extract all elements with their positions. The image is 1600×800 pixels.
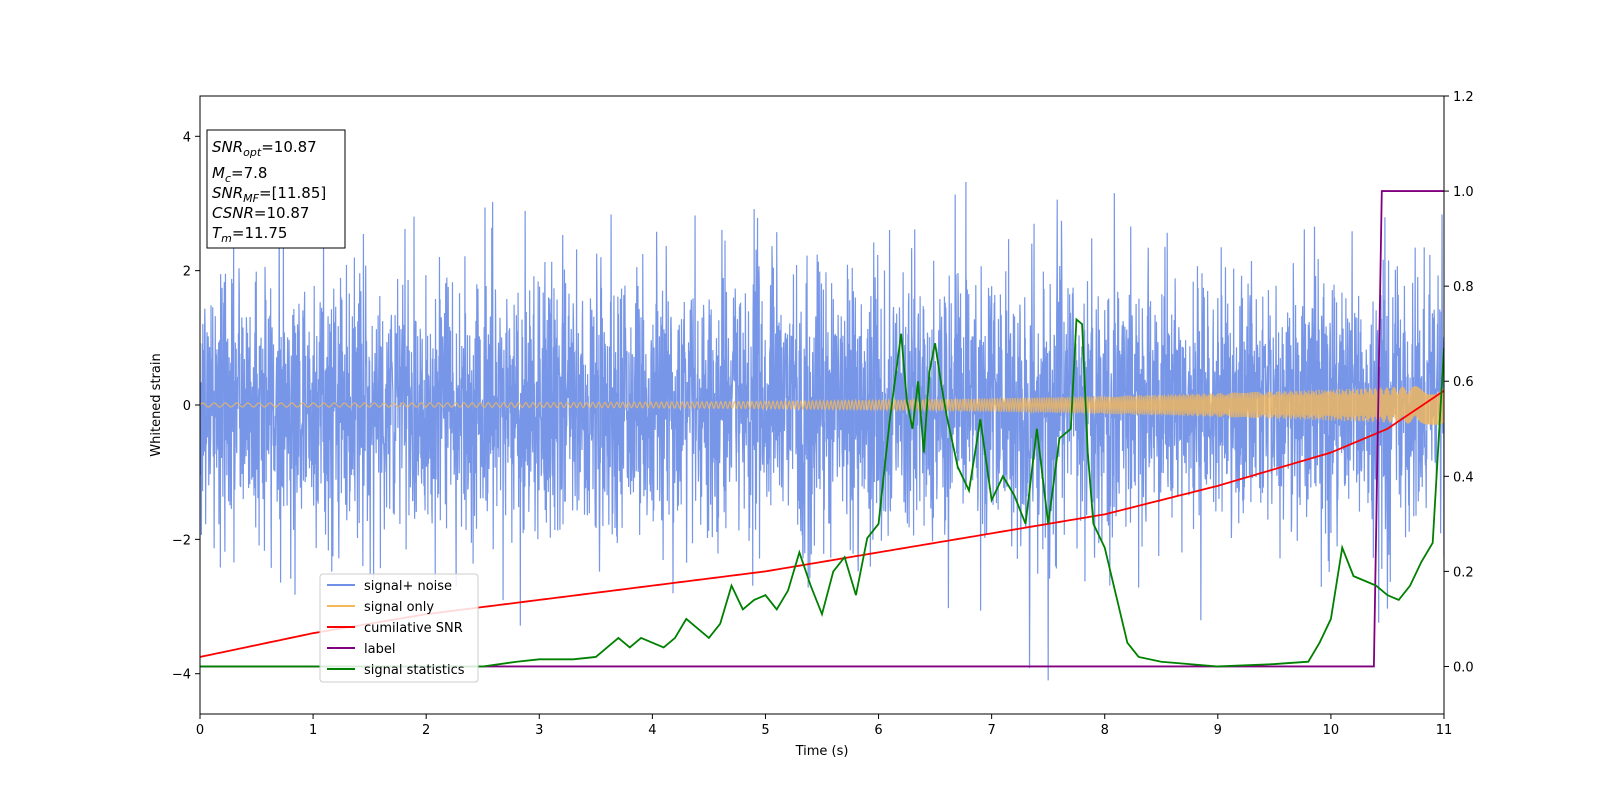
y2-tick-label: 0.6 bbox=[1453, 375, 1474, 390]
x-tick-label: 4 bbox=[648, 723, 656, 738]
series-signal-only bbox=[200, 386, 1444, 425]
series-signal-statistics bbox=[200, 317, 1444, 668]
y-tick-label: 4 bbox=[183, 130, 191, 145]
y-axis-label: Whitened strain bbox=[149, 353, 164, 456]
series-signal-noise bbox=[200, 182, 1444, 681]
legend: signal+ noise signal only cumilative SNR… bbox=[319, 573, 479, 683]
y2-tick-label: 1.2 bbox=[1453, 90, 1474, 105]
legend-label-signal-statistics: signal statistics bbox=[364, 663, 465, 678]
annotation-snr-mf: SNRMF=[11.85] bbox=[212, 184, 326, 205]
x-tick-label: 3 bbox=[535, 723, 543, 738]
x-tick-label: 8 bbox=[1101, 723, 1109, 738]
legend-label-signal-noise: signal+ noise bbox=[364, 579, 452, 594]
legend-label-cumulative-snr: cumilative SNR bbox=[364, 621, 463, 636]
x-tick-label: 11 bbox=[1436, 723, 1453, 738]
x-tick-label: 10 bbox=[1323, 723, 1340, 738]
annotation-csnr: CSNR=10.87 bbox=[212, 204, 309, 222]
x-tick-label: 0 bbox=[196, 723, 204, 738]
y2-tick-label: 0.4 bbox=[1453, 470, 1474, 485]
x-tick-label: 1 bbox=[309, 723, 317, 738]
y-tick-label: −4 bbox=[172, 668, 191, 683]
y2-tick-label: 0.2 bbox=[1453, 565, 1474, 580]
x-tick-label: 5 bbox=[761, 723, 769, 738]
x-axis-label: Time (s) bbox=[795, 744, 849, 759]
x-tick-label: 2 bbox=[422, 723, 430, 738]
parameter-annotation: SNRopt=10.87 Mc=7.8 SNRMF=[11.85] CSNR=1… bbox=[206, 129, 346, 249]
y2-tick-label: 0.0 bbox=[1453, 660, 1474, 675]
series-label bbox=[200, 190, 1444, 668]
y2-tick-label: 1.0 bbox=[1453, 185, 1474, 200]
x-tick-label: 7 bbox=[987, 723, 995, 738]
y-tick-label: −2 bbox=[172, 533, 191, 548]
legend-box bbox=[319, 573, 479, 683]
x-tick-label: 6 bbox=[874, 723, 882, 738]
x-tick-label: 9 bbox=[1214, 723, 1222, 738]
annotation-mc: Mc=7.8 bbox=[212, 164, 267, 185]
y-tick-label: 0 bbox=[183, 399, 191, 414]
y2-tick-label: 0.8 bbox=[1453, 280, 1474, 295]
legend-label-signal-only: signal only bbox=[364, 600, 434, 615]
annotation-snr-opt: SNRopt=10.87 bbox=[212, 138, 317, 159]
annotation-box bbox=[206, 129, 346, 249]
annotation-tm: Tm=11.75 bbox=[212, 224, 287, 245]
legend-label-label: label bbox=[364, 642, 395, 657]
y-tick-label: 2 bbox=[183, 265, 191, 280]
